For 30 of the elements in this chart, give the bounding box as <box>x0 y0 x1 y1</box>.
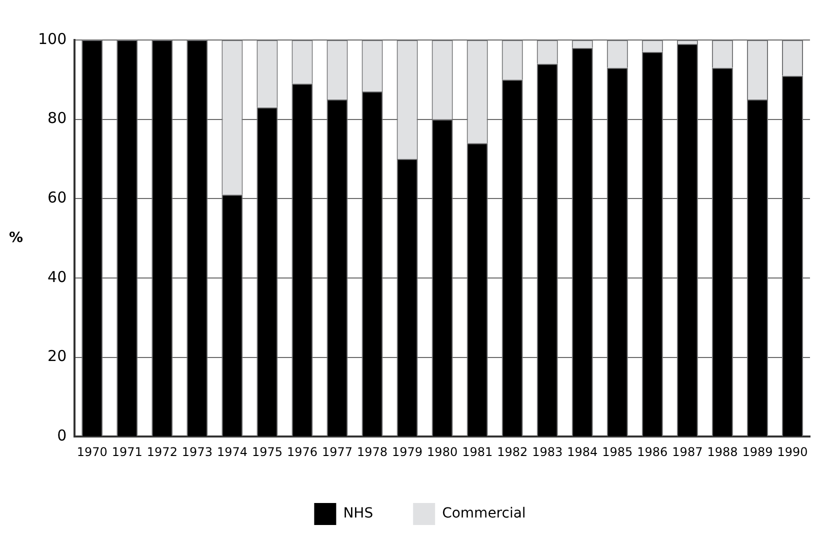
x-tick-label: 1974 <box>216 444 248 459</box>
y-tick-label: 80 <box>48 109 67 128</box>
x-tick-label: 1982 <box>497 444 528 459</box>
x-tick-label: 1987 <box>672 444 703 459</box>
x-tick-label: 1984 <box>567 444 598 459</box>
y-tick-label: 0 <box>57 426 67 444</box>
y-tick-label: 20 <box>48 347 67 366</box>
x-tick-label: 1976 <box>286 444 318 459</box>
x-tick-label: 1985 <box>602 444 633 459</box>
x-tick-label: 1970 <box>76 444 108 459</box>
x-tick-label: 1975 <box>252 444 282 459</box>
x-tick-label: 1988 <box>707 444 738 459</box>
y-axis-title: % <box>8 230 24 246</box>
x-tick-label: 1986 <box>637 444 668 459</box>
x-tick-label: 1989 <box>742 444 773 459</box>
x-tick-label: 1983 <box>532 444 563 459</box>
legend-label: Commercial <box>442 506 526 522</box>
x-tick-label: 1971 <box>112 444 142 459</box>
x-tick-label: 1978 <box>357 444 388 459</box>
legend-label: NHS <box>343 506 374 522</box>
x-tick-label: 1981 <box>462 444 493 459</box>
x-tick-label: 1979 <box>392 444 423 459</box>
y-tick-label: 100 <box>38 30 67 48</box>
x-tick-label: 1973 <box>182 444 212 459</box>
x-tick-label: 1990 <box>777 444 808 459</box>
x-tick-label: 1977 <box>322 444 353 459</box>
y-tick-label: 40 <box>48 268 67 286</box>
y-tick-label: 60 <box>48 188 67 207</box>
x-tick-label: 1972 <box>146 444 178 459</box>
x-tick-label: 1980 <box>427 444 458 459</box>
